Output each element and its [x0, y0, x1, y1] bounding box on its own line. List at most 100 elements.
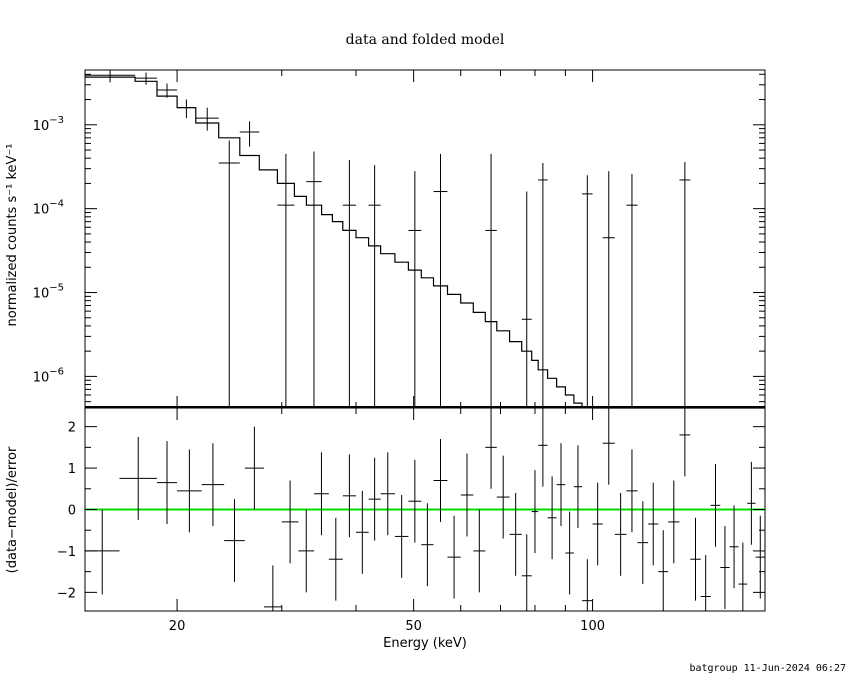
residual-point	[521, 534, 532, 611]
residual-point	[658, 530, 669, 611]
data-point	[177, 99, 196, 119]
residual-point	[738, 542, 748, 611]
residual-point	[473, 509, 486, 593]
spectrum-plot-frame	[84, 69, 766, 409]
residual-point	[201, 443, 225, 527]
residual-point	[394, 495, 409, 578]
data-point	[277, 153, 295, 408]
chart-title: data and folded model	[346, 32, 505, 48]
residual-point	[755, 515, 765, 599]
model-curve	[85, 76, 765, 409]
residual-point	[747, 461, 756, 545]
residual-point	[710, 463, 721, 547]
residual-point	[298, 509, 315, 593]
residual-point	[177, 449, 202, 533]
residual-point	[433, 439, 448, 522]
residual-point	[85, 509, 120, 595]
residual-point	[224, 499, 245, 582]
residual-point	[648, 482, 659, 566]
residual-point	[531, 470, 539, 553]
residual-point	[668, 480, 680, 564]
residual-point	[447, 515, 461, 599]
residual-point	[614, 492, 627, 576]
x-tick-label: 100	[580, 619, 605, 634]
x-axis-label: Energy (keV)	[383, 636, 467, 651]
residual-point	[244, 426, 264, 510]
residual-point	[690, 517, 701, 601]
residual-x-axis: 20 50 100	[169, 408, 605, 634]
data-point	[408, 171, 422, 408]
residual-point	[547, 476, 557, 560]
residual-point	[342, 454, 357, 538]
y-tick-label: 2	[68, 421, 76, 436]
model-step-line	[85, 76, 765, 409]
residual-point	[565, 511, 574, 595]
residual-point	[729, 505, 739, 589]
footer-stamp: batgroup 11-Jun-2024 06:27	[689, 663, 846, 674]
data-point	[433, 153, 448, 408]
data-point	[521, 191, 532, 408]
spectrum-y-axis: 10−3 10−4 10−5 10−6	[33, 73, 765, 403]
data-point	[306, 151, 322, 408]
x-tick-label: 20	[169, 619, 186, 634]
data-point	[195, 107, 219, 131]
residual-point	[592, 482, 603, 566]
residual-point	[485, 408, 497, 489]
data-point	[485, 153, 497, 408]
data-point	[135, 72, 157, 85]
residual-point	[720, 526, 730, 609]
residual-point	[408, 459, 422, 543]
spectrum-y-axis-label: normalized counts s⁻¹ keV⁻¹	[5, 144, 20, 327]
residual-point	[626, 449, 638, 533]
data-point	[538, 163, 548, 408]
residual-point	[156, 441, 178, 524]
data-point	[218, 140, 240, 408]
residual-point	[700, 555, 711, 611]
y-tick-label: 10−5	[33, 283, 64, 302]
residual-point	[509, 492, 522, 576]
residual-point	[538, 408, 548, 487]
y-tick-label: 10−4	[33, 199, 64, 218]
residual-point	[281, 480, 299, 564]
y-tick-label: −2	[57, 586, 76, 601]
residual-point	[380, 452, 395, 536]
data-point	[342, 160, 357, 408]
residual-points	[85, 408, 765, 611]
residual-point	[602, 408, 615, 485]
y-tick-label: 0	[68, 504, 76, 519]
data-point	[368, 165, 381, 408]
data-point	[679, 161, 691, 408]
spectrum-x-ticks	[176, 70, 594, 408]
data-point	[239, 121, 260, 147]
y-tick-label: 10−3	[33, 115, 64, 134]
residual-point	[314, 452, 329, 536]
residual-point	[328, 517, 343, 601]
residual-point	[556, 443, 566, 527]
residual-point	[263, 565, 282, 611]
residual-point	[637, 501, 649, 585]
residual-point	[582, 559, 593, 611]
data-point	[156, 83, 178, 98]
residual-y-axis: 2 1 0 −1 −2	[57, 421, 765, 601]
residual-y-axis-label: (data−model)/error	[5, 446, 20, 573]
residual-point	[496, 455, 510, 539]
residual-point	[119, 437, 157, 520]
residual-point	[573, 445, 583, 529]
spectrum-panel: 10−3 10−4 10−5 10−6 normalized counts s⁻¹ k…	[5, 69, 766, 409]
y-tick-label: 1	[68, 462, 76, 477]
y-tick-label: 10−6	[33, 366, 64, 385]
residual-point	[421, 503, 434, 587]
residual-point	[356, 490, 369, 574]
residual-panel: 2 1 0 −1 −2 20 50 100 (data−model)/error Energ…	[5, 407, 766, 651]
y-tick-label: −1	[57, 545, 76, 560]
data-point	[602, 171, 615, 408]
data-points	[85, 70, 691, 408]
data-point	[626, 173, 638, 408]
data-point	[582, 175, 593, 408]
residual-point	[368, 457, 381, 541]
data-point	[85, 70, 136, 83]
residual-point	[460, 453, 474, 537]
x-tick-label: 50	[405, 619, 422, 634]
residual-point	[679, 408, 691, 477]
